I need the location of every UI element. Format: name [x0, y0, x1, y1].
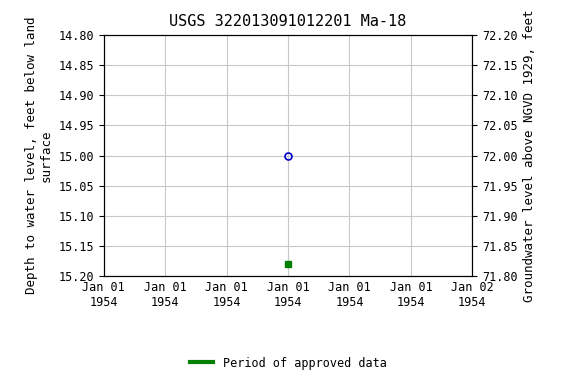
Y-axis label: Groundwater level above NGVD 1929, feet: Groundwater level above NGVD 1929, feet [523, 9, 536, 302]
Y-axis label: Depth to water level, feet below land
surface: Depth to water level, feet below land su… [25, 17, 53, 294]
Title: USGS 322013091012201 Ma-18: USGS 322013091012201 Ma-18 [169, 14, 407, 29]
Legend: Period of approved data: Period of approved data [185, 352, 391, 374]
